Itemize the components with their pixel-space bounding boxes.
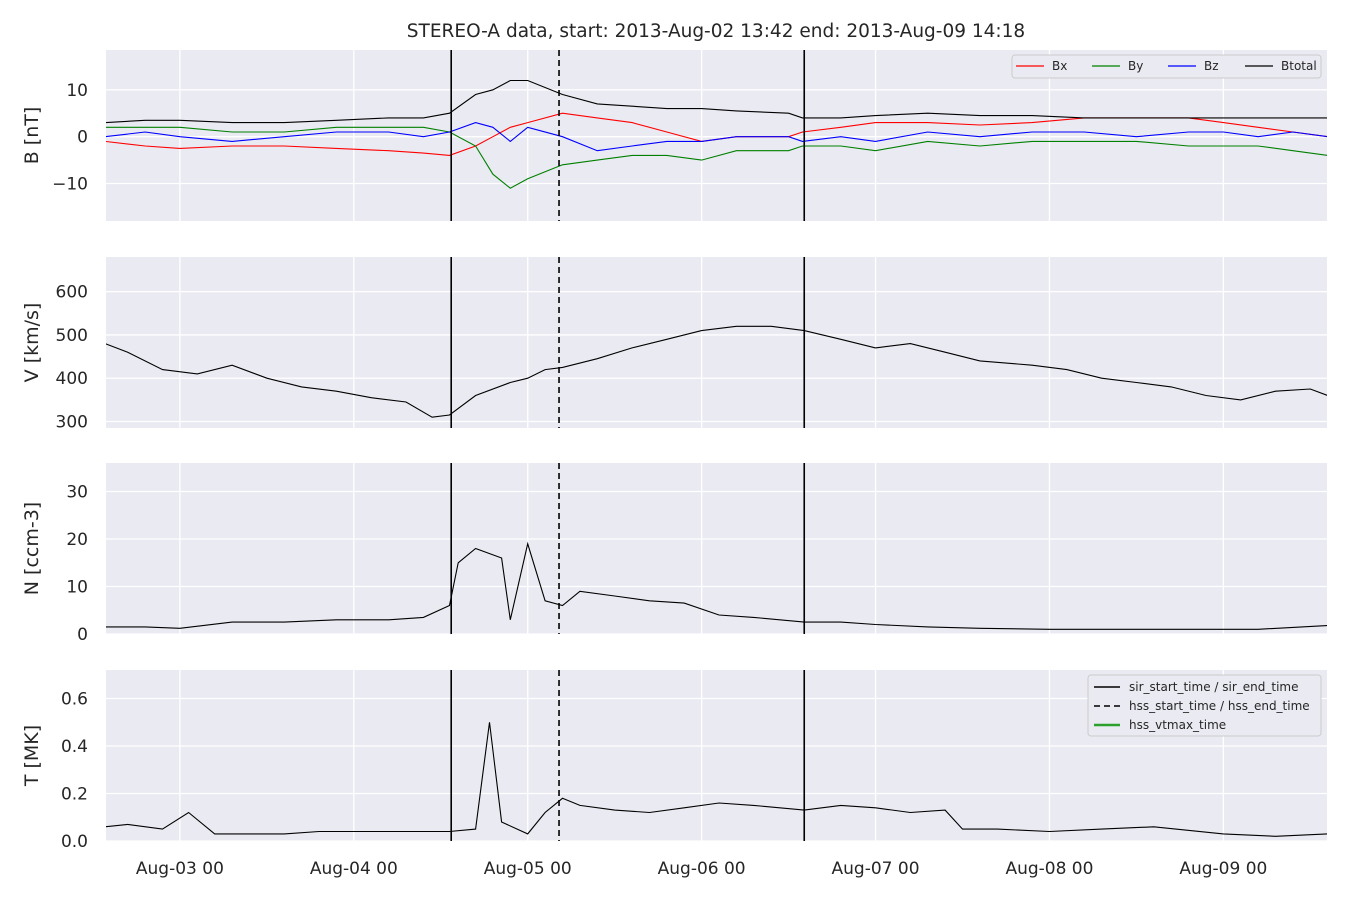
legend-label: Bx	[1052, 59, 1067, 73]
y-tick-label: 0	[77, 128, 88, 148]
y-tick-label: 400	[56, 369, 88, 389]
panel-3: 0 10 20 30 N [ccm-3]	[21, 463, 1327, 645]
y-tick-label: 600	[56, 283, 88, 303]
legend-label: By	[1128, 59, 1143, 73]
y-tick-label: 0.2	[61, 785, 88, 805]
x-tick-label: Aug-08 00	[1005, 859, 1093, 879]
y-axis-label: V [km/s]	[21, 303, 43, 383]
y-tick-label: 10	[66, 578, 88, 598]
y-tick-label: 300	[56, 413, 88, 433]
y-tick-label: 20	[66, 530, 88, 550]
x-tick-label: Aug-04 00	[310, 859, 398, 879]
legend-box	[1087, 674, 1322, 737]
y-tick-label: 10	[66, 81, 88, 101]
legend-label: Btotal	[1281, 59, 1317, 73]
x-tick-label: Aug-06 00	[658, 859, 746, 879]
y-axis-label: T [MK]	[21, 725, 43, 787]
legend-label: hss_start_time / hss_end_time	[1129, 699, 1310, 713]
panel-background	[106, 257, 1327, 428]
y-tick-label: −10	[52, 175, 88, 195]
legend-box	[1011, 54, 1322, 79]
y-tick-label: 0	[77, 625, 88, 645]
x-tick-label: Aug-03 00	[136, 859, 224, 879]
legend-events: sir_start_time / sir_end_time hss_start_t…	[1087, 674, 1322, 737]
y-tick-label: 30	[66, 483, 88, 503]
series-line-data	[106, 541, 1327, 630]
y-tick-label: 0.4	[61, 737, 88, 757]
panel-4: 0.0 0.2 0.4 0.6 T [MK] sir_start_time / sir_e…	[21, 670, 1327, 852]
figure-title: STEREO-A data, start: 2013-Aug-02 13:42 …	[407, 21, 1025, 42]
panel-1: −10 0 10 B [nT] Bx By Bz Btotal	[21, 50, 1327, 221]
y-tick-label: 0.6	[61, 690, 88, 710]
series-line-bz	[106, 122, 1327, 152]
legend-label: hss_vtmax_time	[1129, 718, 1226, 732]
x-tick-label: Aug-07 00	[832, 859, 920, 879]
legend-b-components: Bx By Bz Btotal	[1011, 54, 1322, 79]
legend-label: Bz	[1204, 59, 1219, 73]
panel-background	[106, 463, 1327, 634]
panel-2: 300 400 500 600 V [km/s]	[21, 257, 1327, 433]
x-tick-label: Aug-09 00	[1179, 859, 1267, 879]
series-line-by	[106, 126, 1327, 189]
y-axis-label: N [ccm-3]	[21, 502, 43, 595]
y-tick-label: 0.0	[61, 832, 88, 852]
x-tick-label: Aug-05 00	[484, 859, 572, 879]
y-tick-label: 500	[56, 326, 88, 346]
series-line-data	[106, 722, 1327, 837]
series-line-data	[106, 325, 1327, 418]
series-line-btotal	[106, 79, 1327, 124]
legend-label: sir_start_time / sir_end_time	[1129, 680, 1299, 694]
y-axis-label: B [nT]	[21, 107, 43, 165]
